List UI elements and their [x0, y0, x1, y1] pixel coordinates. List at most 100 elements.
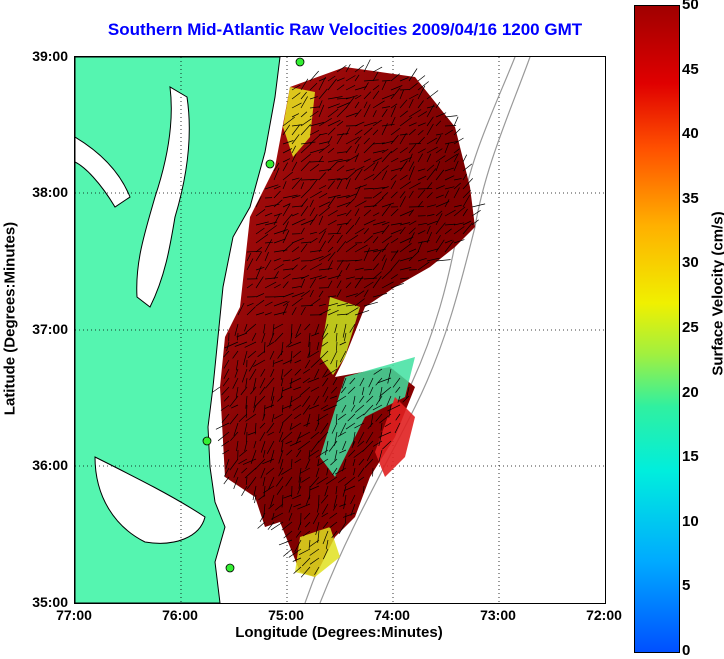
- velocity-arrow: [255, 312, 265, 316]
- velocity-arrow: [297, 503, 311, 510]
- velocity-arrow: [390, 103, 398, 109]
- velocity-arrow: [363, 162, 376, 172]
- velocity-arrow: [273, 162, 280, 172]
- velocity-arrow: [426, 146, 438, 154]
- velocity-arrow: [408, 143, 421, 145]
- velocity-arrow: [245, 413, 257, 422]
- velocity-arrow: [264, 281, 277, 289]
- velocity-arrow: [309, 82, 318, 91]
- velocity-arrow: [372, 212, 380, 217]
- velocity-arrow: [255, 251, 263, 262]
- velocity-arrow: [354, 184, 367, 190]
- velocity-arrow: [280, 386, 284, 399]
- velocity-arrow: [417, 230, 426, 235]
- velocity-arrow: [234, 368, 239, 378]
- velocity-arrow: [299, 386, 311, 396]
- velocity-arrow: [267, 521, 275, 530]
- velocity-arrow: [291, 177, 303, 190]
- velocity-arrow: [250, 386, 257, 395]
- velocity-arrow: [273, 229, 288, 235]
- velocity-arrow: [363, 228, 370, 235]
- velocity-arrow: [327, 209, 338, 217]
- velocity-arrow: [255, 293, 265, 298]
- velocity-arrow: [266, 440, 275, 454]
- velocity-arrow: [317, 458, 320, 467]
- velocity-arrow: [288, 512, 293, 521]
- velocity-arrow: [381, 165, 389, 172]
- velocity-arrow: [277, 395, 284, 402]
- velocity-arrow: [273, 323, 284, 330]
- velocity-arrow: [272, 359, 275, 368]
- velocity-arrow: [453, 182, 461, 190]
- velocity-arrow: [264, 404, 275, 409]
- velocity-arrow: [417, 168, 426, 172]
- velocity-arrow: [357, 476, 365, 482]
- velocity-arrow: [332, 377, 338, 386]
- velocity-arrow: [363, 404, 374, 416]
- velocity-arrow: [246, 306, 256, 316]
- velocity-arrow: [282, 242, 294, 253]
- velocity-arrow: [236, 332, 248, 338]
- velocity-arrow: [264, 301, 273, 307]
- velocity-arrow: [417, 75, 426, 82]
- velocity-arrow: [245, 323, 257, 334]
- velocity-arrow: [352, 431, 356, 446]
- velocity-arrow: [260, 368, 266, 377]
- velocity-arrow: [379, 413, 392, 424]
- x-tick: 72:00: [586, 607, 622, 623]
- velocity-arrow: [453, 128, 461, 136]
- velocity-arrow: [399, 181, 411, 190]
- velocity-arrow: [291, 145, 297, 154]
- velocity-arrow: [316, 341, 320, 351]
- velocity-arrow: [337, 476, 347, 483]
- velocity-arrow: [318, 185, 327, 190]
- velocity-arrow: [327, 158, 343, 163]
- pamlico-sound: [94, 456, 206, 544]
- velocity-arrow: [359, 395, 365, 403]
- velocity-arrow: [372, 150, 385, 154]
- velocity-arrow: [335, 413, 338, 424]
- velocity-arrow: [417, 136, 425, 145]
- velocity-arrow: [309, 207, 316, 217]
- velocity-arrow: [301, 476, 311, 483]
- colorbar-tick: 0: [682, 642, 691, 659]
- velocity-arrow: [291, 134, 300, 145]
- velocity-arrow: [363, 219, 376, 226]
- velocity-arrow: [363, 249, 378, 253]
- velocity-arrow: [381, 192, 389, 199]
- velocity-arrow: [257, 521, 266, 529]
- velocity-arrow: [363, 281, 374, 289]
- velocity-arrow: [345, 112, 358, 118]
- velocity-arrow: [354, 310, 370, 316]
- velocity-arrow: [318, 215, 324, 226]
- velocity-arrow: [292, 494, 302, 500]
- velocity-arrow: [390, 134, 399, 145]
- velocity-arrow: [363, 158, 371, 163]
- velocity-arrow: [408, 122, 417, 127]
- velocity-arrow: [399, 160, 408, 172]
- velocity-arrow: [341, 377, 347, 389]
- velocity-arrow: [309, 255, 324, 262]
- velocity-arrow: [287, 341, 302, 348]
- velocity-arrow: [345, 168, 355, 172]
- velocity-arrow: [223, 395, 230, 402]
- velocity-arrow: [260, 440, 266, 453]
- velocity-arrow: [322, 386, 329, 398]
- velocity-arrow: [378, 431, 383, 447]
- velocity-arrow: [353, 449, 365, 458]
- velocity-arrow: [363, 79, 379, 82]
- velocity-arrow: [253, 359, 266, 367]
- velocity-arrow: [223, 476, 230, 485]
- y-tick: 36:00: [32, 457, 68, 473]
- velocity-arrow: [229, 395, 239, 407]
- velocity-arrow: [366, 395, 374, 403]
- velocity-arrow: [336, 240, 347, 253]
- velocity-arrow: [343, 494, 347, 510]
- velocity-arrow: [327, 180, 335, 190]
- velocity-arrow: [267, 431, 275, 436]
- velocity-arrow: [241, 485, 248, 496]
- velocity-arrow: [327, 96, 343, 100]
- velocity-arrow: [399, 222, 411, 226]
- velocity-arrow: [417, 100, 424, 109]
- velocity-arrow: [289, 422, 293, 431]
